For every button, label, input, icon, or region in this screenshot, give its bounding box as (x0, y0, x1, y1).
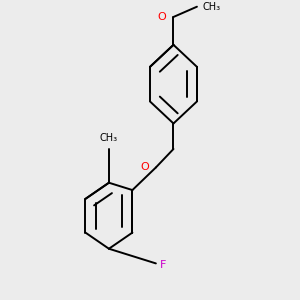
Text: O: O (141, 163, 149, 172)
Text: O: O (158, 12, 166, 22)
Text: CH₃: CH₃ (203, 2, 221, 12)
Text: F: F (160, 260, 167, 270)
Text: CH₃: CH₃ (100, 133, 118, 143)
